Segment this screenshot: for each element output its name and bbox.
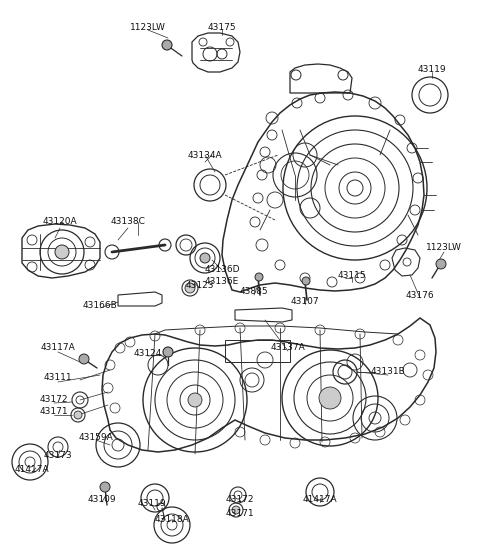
Circle shape (232, 506, 240, 514)
Circle shape (436, 259, 446, 269)
Circle shape (162, 40, 172, 50)
Text: 43115: 43115 (338, 271, 366, 280)
Text: 43176: 43176 (406, 291, 434, 300)
Text: 43118A: 43118A (155, 515, 190, 524)
Text: 43109: 43109 (88, 495, 116, 505)
Circle shape (74, 411, 82, 419)
Text: 43173: 43173 (44, 451, 72, 459)
Text: 43172: 43172 (40, 396, 68, 405)
Text: 43137A: 43137A (271, 343, 305, 353)
Text: 41417A: 41417A (303, 495, 337, 505)
Text: 43131B: 43131B (371, 367, 406, 377)
Text: 43136D: 43136D (204, 266, 240, 274)
Text: 43124: 43124 (134, 348, 162, 358)
Text: 1123LW: 1123LW (130, 23, 166, 32)
Text: 43175: 43175 (208, 23, 236, 32)
Text: 43117A: 43117A (41, 343, 75, 353)
Text: 43171: 43171 (226, 509, 254, 518)
Circle shape (185, 283, 195, 293)
Text: 43120A: 43120A (43, 217, 77, 226)
Text: 43123: 43123 (186, 281, 214, 290)
Text: 43159A: 43159A (79, 433, 113, 443)
Text: 41417A: 41417A (15, 466, 49, 475)
Circle shape (55, 245, 69, 259)
Circle shape (255, 273, 263, 281)
Text: 1123LW: 1123LW (426, 244, 462, 253)
Text: 43111: 43111 (44, 373, 72, 382)
Text: 43134A: 43134A (188, 150, 222, 159)
Circle shape (188, 393, 202, 407)
Text: 43107: 43107 (291, 296, 319, 306)
Circle shape (163, 347, 173, 357)
Text: 43885: 43885 (240, 287, 268, 296)
Text: 43172: 43172 (226, 495, 254, 505)
Circle shape (100, 482, 110, 492)
Circle shape (200, 253, 210, 263)
Text: 43119: 43119 (418, 65, 446, 74)
Text: 43136E: 43136E (205, 277, 239, 286)
Circle shape (302, 277, 310, 285)
Circle shape (79, 354, 89, 364)
Text: 43171: 43171 (40, 408, 68, 416)
Text: 43119: 43119 (138, 499, 166, 508)
Circle shape (319, 387, 341, 409)
Text: 43138C: 43138C (110, 217, 145, 226)
Text: 43166B: 43166B (83, 301, 118, 310)
